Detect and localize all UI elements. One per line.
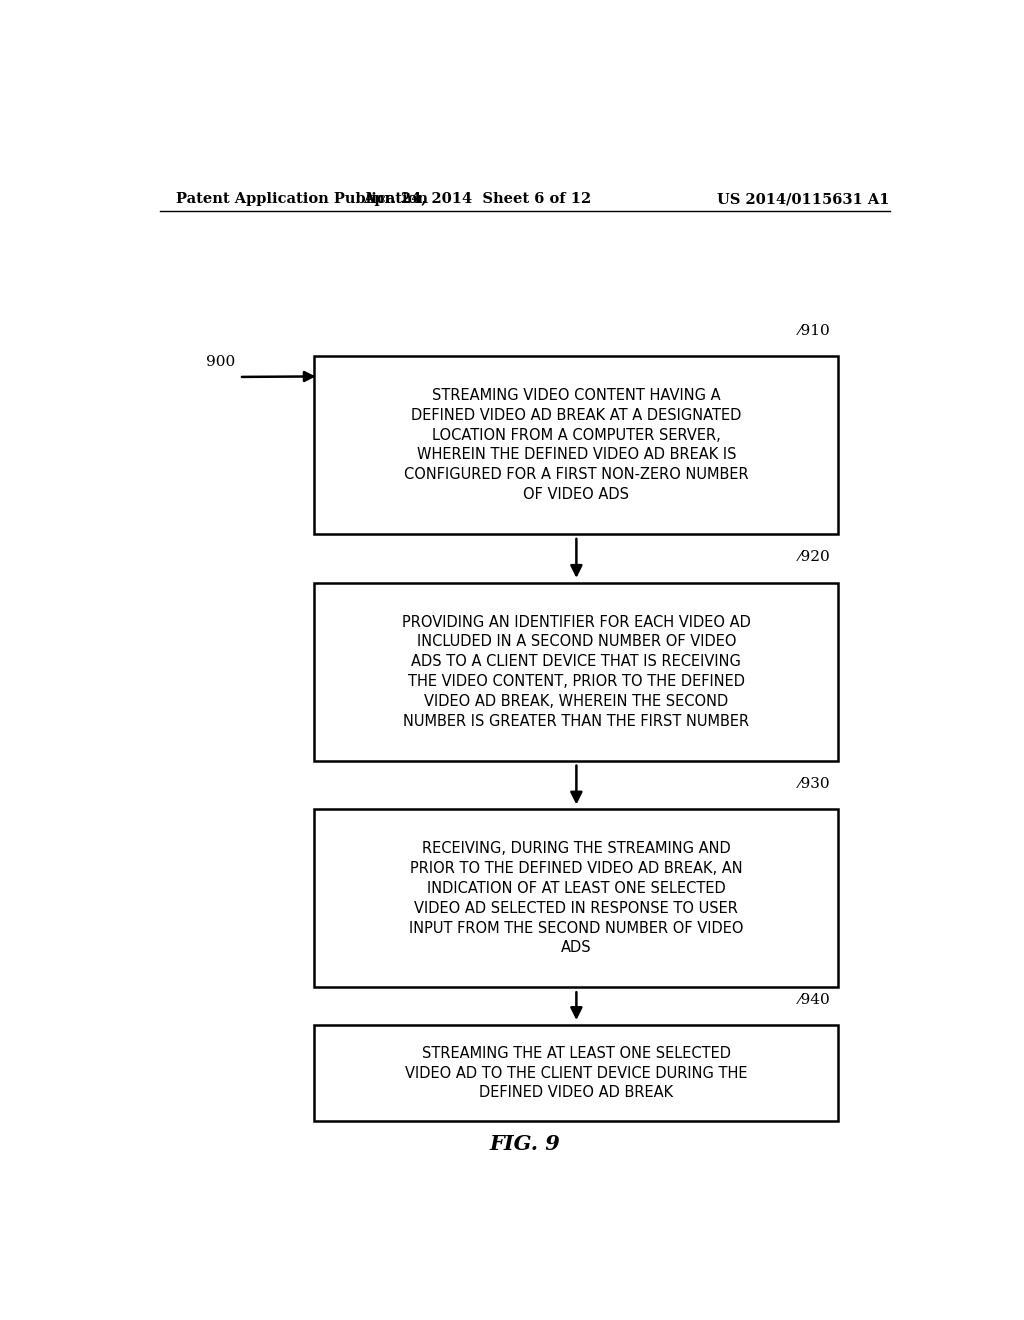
Text: Patent Application Publication: Patent Application Publication: [176, 191, 428, 206]
Bar: [314, 1024, 839, 1122]
Text: STREAMING THE AT LEAST ONE SELECTED
VIDEO AD TO THE CLIENT DEVICE DURING THE
DEF: STREAMING THE AT LEAST ONE SELECTED VIDE…: [406, 1045, 748, 1101]
Text: STREAMING VIDEO CONTENT HAVING A
DEFINED VIDEO AD BREAK AT A DESIGNATED
LOCATION: STREAMING VIDEO CONTENT HAVING A DEFINED…: [404, 388, 749, 502]
Text: US 2014/0115631 A1: US 2014/0115631 A1: [718, 191, 890, 206]
Text: ⁄930: ⁄930: [799, 777, 830, 791]
Bar: [314, 809, 839, 987]
Text: ⁄910: ⁄910: [799, 323, 830, 338]
Text: RECEIVING, DURING THE STREAMING AND
PRIOR TO THE DEFINED VIDEO AD BREAK, AN
INDI: RECEIVING, DURING THE STREAMING AND PRIO…: [410, 841, 743, 956]
Bar: [314, 582, 839, 760]
Text: PROVIDING AN IDENTIFIER FOR EACH VIDEO AD
INCLUDED IN A SECOND NUMBER OF VIDEO
A: PROVIDING AN IDENTIFIER FOR EACH VIDEO A…: [402, 615, 751, 729]
Text: ⁄920: ⁄920: [799, 550, 830, 565]
Text: Apr. 24, 2014  Sheet 6 of 12: Apr. 24, 2014 Sheet 6 of 12: [364, 191, 591, 206]
Text: 900: 900: [206, 355, 236, 368]
Text: ⁄940: ⁄940: [799, 993, 830, 1007]
Text: FIG. 9: FIG. 9: [489, 1134, 560, 1154]
Bar: [314, 356, 839, 535]
